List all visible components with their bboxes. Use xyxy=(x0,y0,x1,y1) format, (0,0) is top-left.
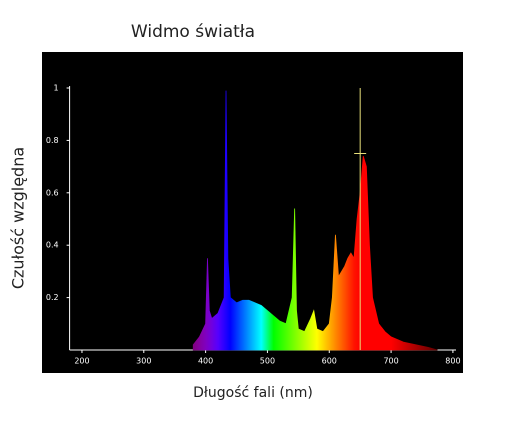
x-axis-label: Długość fali (nm) xyxy=(193,385,313,401)
x-tick-label: 500 xyxy=(260,357,275,366)
y-tick-label: 0.2 xyxy=(46,293,59,302)
y-tick-label: 0.6 xyxy=(46,188,59,197)
chart-title: Widmo światła xyxy=(131,22,255,42)
x-tick-label: 700 xyxy=(383,357,398,366)
x-tick-label: 400 xyxy=(198,357,213,366)
x-tick-label: 300 xyxy=(136,357,151,366)
x-tick-label: 800 xyxy=(445,357,460,366)
y-tick-label: 0.8 xyxy=(46,136,59,145)
x-tick-label: 600 xyxy=(322,357,337,366)
y-tick-label: 1 xyxy=(54,84,59,93)
spectrum-area xyxy=(192,90,438,351)
y-tick-label: 0.4 xyxy=(46,241,59,250)
y-axis-label: Czułość względna xyxy=(9,147,28,289)
x-tick-label: 200 xyxy=(74,357,89,366)
